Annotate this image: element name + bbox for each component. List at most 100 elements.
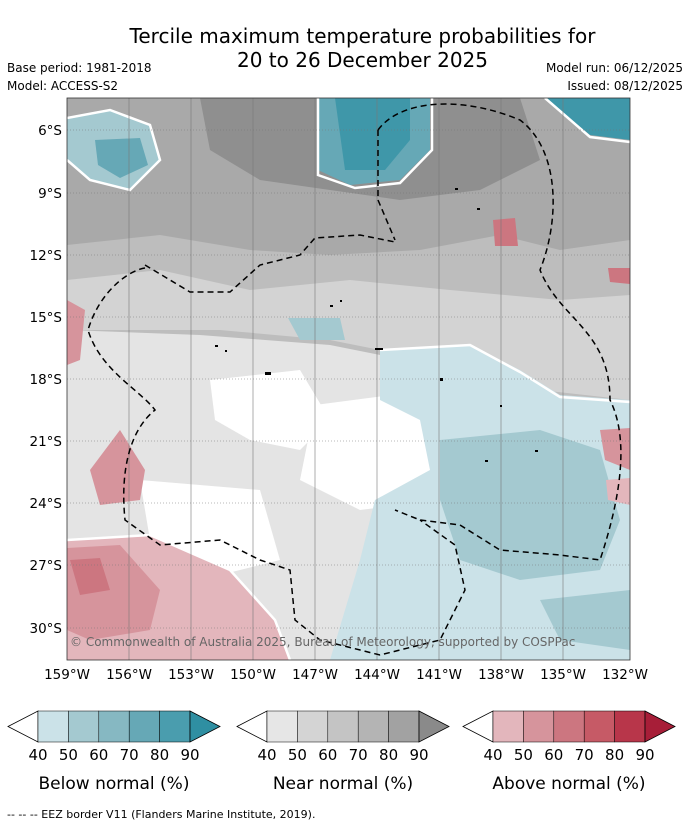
lat-tick: 9°S bbox=[38, 186, 62, 202]
lon-tick: 132°W bbox=[602, 667, 648, 683]
above-normal-edge bbox=[67, 300, 85, 365]
lon-tick: 147°W bbox=[292, 667, 338, 683]
lat-tick: 27°S bbox=[30, 558, 63, 574]
colorbar-below-normal: 40 50 60 70 80 90 Below normal (%) bbox=[7, 710, 221, 794]
colorbar-tick: 90 bbox=[180, 746, 199, 764]
colorbar-tick: 70 bbox=[120, 746, 139, 764]
colorbar-max-arrow bbox=[644, 710, 676, 743]
colorbar-tick: 70 bbox=[575, 746, 594, 764]
lon-tick: 141°W bbox=[416, 667, 462, 683]
eez-legend: -- -- -- EEZ border V11 (Flanders Marine… bbox=[7, 808, 316, 821]
colorbar-segment bbox=[37, 710, 69, 743]
colorbar-segment bbox=[583, 710, 615, 743]
no-signal-zone-2 bbox=[300, 390, 440, 510]
colorbar-segment bbox=[128, 710, 160, 743]
colorbar-tick: 50 bbox=[59, 746, 78, 764]
eez-border-french-polynesia bbox=[377, 103, 622, 561]
longitude-ticks: 159°W 156°W 153°W 150°W 147°W 144°W 141°… bbox=[44, 667, 648, 683]
colorbar-segment bbox=[266, 710, 298, 743]
below-normal-north-east bbox=[545, 98, 630, 140]
lon-tick: 150°W bbox=[230, 667, 276, 683]
above-normal-north-east bbox=[608, 268, 630, 284]
colorbar-segment bbox=[159, 710, 191, 743]
map-area: © Commonwealth of Australia 2025, Bureau… bbox=[67, 98, 630, 660]
colorbar-segment bbox=[68, 710, 100, 743]
colorbar-segment bbox=[388, 710, 420, 743]
title-line-1: Tercile maximum temperature probabilitie… bbox=[129, 24, 596, 48]
colorbar-segment bbox=[357, 710, 389, 743]
eez-border-north bbox=[144, 234, 396, 293]
colorbar-segment bbox=[98, 710, 130, 743]
colorbar-tick: 40 bbox=[28, 746, 47, 764]
colorbar-tick: 80 bbox=[605, 746, 624, 764]
base-period: Base period: 1981-2018 bbox=[7, 61, 152, 75]
colorbar-min-arrow bbox=[7, 710, 39, 743]
colorbar-max-arrow bbox=[189, 710, 221, 743]
model-run: Model run: 06/12/2025 bbox=[545, 61, 683, 75]
colorbar-segment bbox=[614, 710, 646, 743]
contour-line-east bbox=[379, 343, 630, 404]
colorbar-tick: 50 bbox=[288, 746, 307, 764]
lon-tick: 156°W bbox=[106, 667, 152, 683]
lon-tick: 144°W bbox=[354, 667, 400, 683]
lon-tick: 153°W bbox=[168, 667, 214, 683]
colorbar-label: Below normal (%) bbox=[39, 774, 190, 794]
below-normal-islands bbox=[288, 318, 345, 340]
colorbar-min-arrow bbox=[462, 710, 494, 743]
below-normal-north-west-core bbox=[95, 138, 148, 178]
colorbar-min-arrow bbox=[236, 710, 268, 743]
lat-tick: 6°S bbox=[38, 123, 62, 139]
colorbar-tick: 80 bbox=[379, 746, 398, 764]
below-normal-50-south bbox=[540, 590, 630, 650]
colorbar-tick: 70 bbox=[349, 746, 368, 764]
lat-tick: 24°S bbox=[30, 496, 63, 512]
colorbar-segment bbox=[327, 710, 359, 743]
above-normal-north bbox=[493, 218, 518, 246]
colorbar-segment bbox=[297, 710, 329, 743]
colorbar-label: Above normal (%) bbox=[492, 774, 645, 794]
colorbar-segment bbox=[523, 710, 555, 743]
contour-line-north-east bbox=[544, 98, 630, 144]
longitude-gridlines bbox=[128, 98, 564, 660]
colorbar-segment bbox=[553, 710, 585, 743]
colorbar-tick: 90 bbox=[409, 746, 428, 764]
meta-left: Base period: 1981-2018 Model: ACCESS-S2 bbox=[7, 59, 152, 95]
lat-tick: 18°S bbox=[30, 372, 63, 388]
no-signal-zone-1 bbox=[210, 370, 330, 450]
colorbar-tick: 50 bbox=[514, 746, 533, 764]
lon-tick: 135°W bbox=[540, 667, 586, 683]
lon-tick: 138°W bbox=[478, 667, 524, 683]
colorbar-tick: 60 bbox=[318, 746, 337, 764]
colorbar-tick: 60 bbox=[89, 746, 108, 764]
colorbar-tick: 80 bbox=[150, 746, 169, 764]
meta-right: Model run: 06/12/2025 Issued: 08/12/2025 bbox=[546, 59, 683, 95]
eez-borders bbox=[87, 103, 622, 656]
copyright-text: © Commonwealth of Australia 2025, Bureau… bbox=[70, 635, 575, 649]
colorbar-label: Near normal (%) bbox=[273, 774, 413, 794]
map-frame bbox=[66, 97, 631, 661]
contour-line-south-west bbox=[67, 533, 292, 660]
lat-tick: 12°S bbox=[30, 248, 63, 264]
above-normal-west bbox=[90, 430, 145, 505]
map-title: Tercile maximum temperature probabilitie… bbox=[0, 24, 690, 72]
colorbar-above-normal: 40 50 60 70 80 90 Above normal (%) bbox=[462, 710, 676, 794]
above-normal-60-south-west bbox=[70, 558, 110, 595]
colorbar-max-arrow bbox=[418, 710, 450, 743]
latitude-ticks: 6°S 9°S 12°S 15°S 18°S 21°S 24°S 27°S 30… bbox=[30, 123, 63, 637]
above-normal-east bbox=[600, 428, 630, 470]
issued-date: Issued: 08/12/2025 bbox=[567, 79, 683, 93]
below-normal-north-core bbox=[335, 98, 410, 170]
lon-tick: 159°W bbox=[44, 667, 90, 683]
contour-line-north-west bbox=[67, 108, 162, 192]
colorbar-tick: 40 bbox=[483, 746, 502, 764]
lat-tick: 30°S bbox=[30, 621, 63, 637]
islands bbox=[215, 188, 538, 462]
above-normal-east-2 bbox=[606, 478, 630, 505]
eez-border-north-link bbox=[377, 130, 396, 241]
colorbar-near-normal: 40 50 60 70 80 90 Near normal (%) bbox=[236, 710, 450, 794]
colorbar-tick: 40 bbox=[257, 746, 276, 764]
lat-tick: 15°S bbox=[30, 310, 63, 326]
colorbar-tick: 60 bbox=[544, 746, 563, 764]
colorbar-tick: 90 bbox=[635, 746, 654, 764]
latitude-gridlines bbox=[67, 129, 630, 629]
